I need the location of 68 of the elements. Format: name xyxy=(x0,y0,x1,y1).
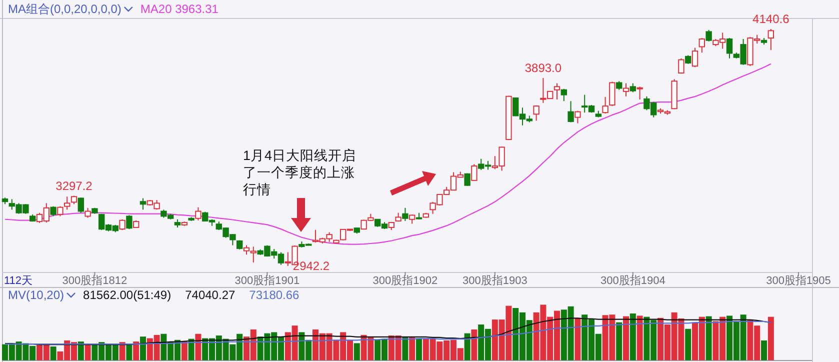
text: MA20 3963.31 xyxy=(140,2,219,16)
candlestick xyxy=(78,197,84,214)
candlestick xyxy=(50,206,56,217)
candlestick xyxy=(560,88,567,102)
bar xyxy=(768,316,774,360)
candlestick xyxy=(726,38,733,59)
candlestick xyxy=(568,100,574,123)
bar xyxy=(181,342,188,360)
bar xyxy=(402,336,408,360)
bar xyxy=(140,336,146,360)
bar xyxy=(471,329,478,360)
annotation: 1月4日大阳线开启了一个季度的上涨行情 xyxy=(243,148,356,197)
candlestick xyxy=(768,28,774,51)
candlestick xyxy=(402,207,408,222)
candlestick xyxy=(64,196,70,210)
text: 3893.0 xyxy=(524,60,562,75)
candlestick xyxy=(84,207,91,218)
candlestick xyxy=(195,206,202,221)
bar xyxy=(409,336,416,360)
candlestick xyxy=(57,206,64,217)
candlestick xyxy=(533,104,540,122)
bar xyxy=(416,338,422,360)
candlestick xyxy=(464,172,470,186)
bar xyxy=(706,316,712,360)
text: 74040.27 xyxy=(185,288,236,302)
x-tick-label: 300股指1905 xyxy=(766,275,831,287)
bar xyxy=(630,314,636,360)
candlestick xyxy=(678,58,684,74)
candlestick xyxy=(554,82,560,100)
legend-title: MA组合(0,0,20,0,0,0) xyxy=(8,2,122,16)
bar xyxy=(623,316,629,360)
candlestick xyxy=(574,110,581,124)
bar xyxy=(119,342,126,360)
candlestick xyxy=(602,96,608,114)
bar xyxy=(616,322,622,360)
text: 2942.2 xyxy=(292,259,330,273)
bar xyxy=(50,346,56,360)
candlestick xyxy=(126,214,132,230)
candlestick xyxy=(140,198,146,210)
candlestick xyxy=(698,38,705,54)
candlestick xyxy=(692,47,698,68)
text: 112天 xyxy=(4,275,33,287)
bar xyxy=(636,316,643,360)
x-tick-label: 300股指1901 xyxy=(234,275,300,287)
bar xyxy=(133,342,140,360)
candlestick xyxy=(706,29,712,42)
bar xyxy=(84,344,91,360)
legend-title: MV(10,20) xyxy=(8,288,64,302)
bar xyxy=(126,344,132,360)
candlestick xyxy=(119,218,126,231)
candlestick xyxy=(471,164,478,182)
bar xyxy=(761,340,767,360)
text: 81562.00(51:49) xyxy=(83,288,172,302)
candlestick xyxy=(622,82,630,97)
text: 3297.2 xyxy=(56,178,92,193)
bar xyxy=(464,333,470,360)
x-tick-label: 300股指1812 xyxy=(62,275,128,287)
x-tick-label: 300股指1903 xyxy=(462,275,528,287)
bar xyxy=(78,342,84,360)
bar xyxy=(354,343,360,360)
text: 73180.66 xyxy=(249,288,300,302)
x-tick-label: 300股指1904 xyxy=(600,275,666,287)
candlestick xyxy=(636,86,643,100)
bar xyxy=(574,318,581,360)
text: 4140.6 xyxy=(752,12,790,26)
x-tick-label: 300股指1902 xyxy=(372,275,438,287)
bar xyxy=(685,328,692,360)
candlestick xyxy=(609,81,616,107)
